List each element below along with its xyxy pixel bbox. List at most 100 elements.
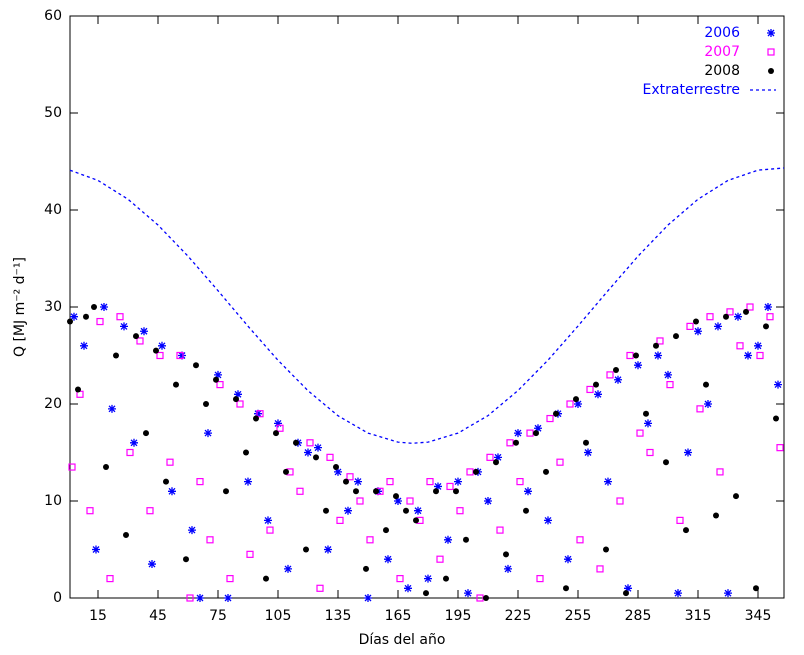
square-point <box>236 400 244 408</box>
dot-point <box>163 478 169 485</box>
dot-point <box>643 410 649 417</box>
square-point <box>636 429 644 437</box>
dot-point <box>233 396 239 403</box>
dot-point <box>293 439 299 446</box>
square-point <box>116 313 124 321</box>
square-point <box>696 405 704 413</box>
square-point <box>366 536 374 544</box>
dot-point <box>373 488 379 495</box>
square-point <box>246 550 254 558</box>
asterisk-point <box>664 370 672 379</box>
square-point <box>466 468 474 476</box>
dot-point <box>633 352 639 359</box>
dot-point <box>583 439 589 446</box>
legend-label: 2008 <box>704 63 740 79</box>
dot-point <box>323 507 329 514</box>
dot-point <box>203 401 209 407</box>
dot-point <box>243 449 249 456</box>
asterisk-point <box>444 535 452 544</box>
square-point <box>68 463 76 471</box>
asterisk-point <box>168 487 176 496</box>
asterisk-point <box>178 351 186 360</box>
asterisk-point <box>614 375 622 384</box>
y-tick-label: 50 <box>44 105 62 121</box>
y-tick-label: 40 <box>44 202 62 218</box>
legend-label: 2006 <box>704 25 740 41</box>
asterisk-point <box>130 438 138 447</box>
asterisk-point <box>674 589 682 598</box>
asterisk-point <box>534 424 542 433</box>
asterisk-point <box>120 322 128 331</box>
x-tick-label: 255 <box>565 608 592 624</box>
square-point <box>186 594 194 602</box>
square-point <box>216 381 224 389</box>
asterisk-point <box>384 555 392 564</box>
square-point <box>596 565 604 573</box>
legend-marker <box>767 29 775 37</box>
dot-point <box>333 464 339 471</box>
square-point <box>776 444 784 452</box>
asterisk-point <box>434 482 442 491</box>
y-tick-label: 20 <box>44 396 62 412</box>
dot-point <box>283 468 289 475</box>
x-tick-label: 315 <box>685 608 712 624</box>
square-point <box>126 448 134 457</box>
asterisk-point <box>304 448 312 457</box>
square-point <box>156 351 164 360</box>
dot-point <box>623 590 629 597</box>
dot-point <box>663 459 669 466</box>
legend-label: Extraterrestre <box>643 82 740 98</box>
asterisk-point <box>604 477 612 486</box>
dot-point <box>83 313 89 320</box>
square-point <box>496 526 504 534</box>
square-point <box>386 478 394 486</box>
dot-point <box>743 308 749 315</box>
asterisk-point <box>634 361 642 370</box>
asterisk-point <box>584 448 592 457</box>
dot-point <box>153 347 159 354</box>
asterisk-point <box>158 341 166 350</box>
dot-point <box>223 488 229 495</box>
dot-point <box>253 415 259 422</box>
asterisk-point <box>754 341 762 350</box>
square-point <box>166 458 174 466</box>
asterisk-point <box>764 303 772 311</box>
square-point <box>656 337 664 345</box>
square-point <box>426 478 434 486</box>
dot-point <box>703 381 709 388</box>
square-point <box>666 381 674 389</box>
square-point <box>646 448 654 457</box>
square-point <box>296 487 304 495</box>
square-point <box>616 497 624 505</box>
y-tick-label: 0 <box>53 590 62 606</box>
dot-point <box>593 381 599 388</box>
asterisk-point <box>544 516 552 525</box>
dot-point <box>763 323 769 330</box>
dot-point <box>303 546 309 553</box>
dot-point <box>343 478 349 485</box>
asterisk-point <box>504 564 512 573</box>
square-point <box>316 584 324 592</box>
asterisk-point <box>414 506 422 515</box>
line <box>69 167 785 444</box>
dot-point <box>573 396 579 403</box>
square-point <box>756 351 764 360</box>
dot-point <box>693 318 699 325</box>
asterisk-point <box>224 594 232 602</box>
x-tick-label: 45 <box>149 608 167 624</box>
square-point <box>436 555 444 563</box>
dot-point <box>143 430 149 437</box>
square-point <box>106 574 114 583</box>
x-tick-label: 105 <box>265 608 292 624</box>
x-tick-label: 15 <box>89 608 107 624</box>
dot-point <box>103 464 109 471</box>
dot-point <box>183 556 189 563</box>
asterisk-point <box>214 370 222 379</box>
square-point <box>86 507 94 515</box>
dot-point <box>67 318 73 325</box>
legend-marker <box>767 48 775 56</box>
dot-point <box>723 313 729 320</box>
asterisk-point <box>254 409 262 418</box>
asterisk-point <box>644 419 652 428</box>
dot-point <box>713 512 719 519</box>
